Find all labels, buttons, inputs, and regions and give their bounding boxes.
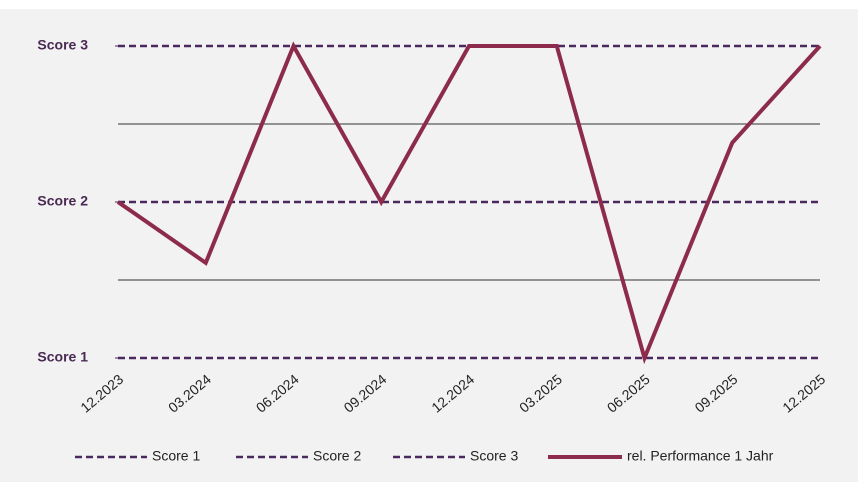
- legend-label: Score 2: [313, 448, 361, 464]
- legend-label: Score 1: [152, 448, 200, 464]
- legend-label: Score 3: [470, 448, 518, 464]
- performance-line: [116, 41, 822, 365]
- chart-area: [0, 9, 858, 482]
- y-tick-label: Score 2: [37, 193, 88, 209]
- legend-label: rel. Performance 1 Jahr: [627, 448, 774, 464]
- y-tick-label: Score 1: [37, 349, 88, 365]
- y-tick-label: Score 3: [37, 37, 88, 53]
